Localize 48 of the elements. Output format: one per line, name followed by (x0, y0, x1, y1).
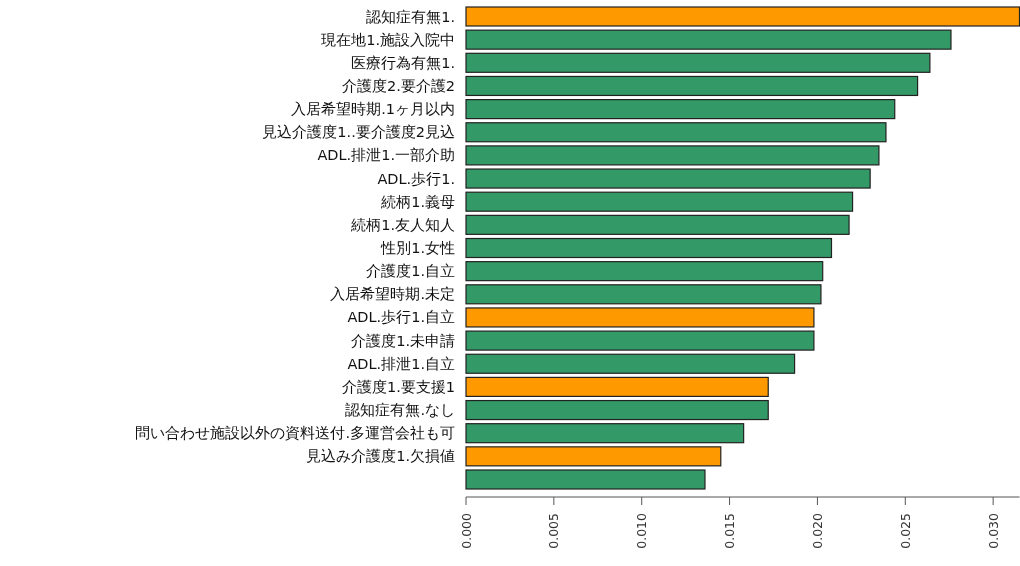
y-tick-label: ADL.排泄1.一部介助 (317, 147, 455, 164)
bar (465, 168, 871, 189)
x-tick-label: 0.025 (897, 513, 913, 549)
x-tick-label: 0.030 (985, 512, 1001, 549)
y-tick-label: 性別1.女性 (380, 240, 455, 256)
y-tick-label: 認知症有無1. (366, 8, 455, 25)
x-tick-label: 0.000 (458, 512, 474, 549)
bar (465, 469, 706, 490)
y-tick-label: ADL.歩行1. (377, 170, 455, 187)
bar (465, 6, 1020, 27)
bar (465, 353, 796, 374)
x-tick-label: 0.010 (634, 512, 650, 549)
bar (465, 423, 745, 444)
bar (465, 261, 824, 282)
bar (465, 330, 815, 351)
bar (465, 376, 769, 397)
bar (465, 122, 887, 143)
y-tick-label: 介護度1.未申請 (351, 332, 455, 349)
y-tick-label: ADL.歩行1.自立 (347, 309, 455, 326)
y-tick-label: 入居希望時期.1ヶ月以内 (291, 101, 455, 118)
bar (465, 307, 815, 328)
y-tick-label: ADL.排泄1.自立 (347, 355, 455, 372)
y-tick-label: 認知症有無.なし (345, 402, 455, 419)
bar (465, 284, 822, 305)
bar (465, 145, 880, 166)
y-tick-label: 医療行為有無1. (351, 54, 455, 71)
x-tick-label: 0.020 (809, 512, 825, 549)
y-tick-label: 入居希望時期.未定 (330, 286, 455, 303)
bar (465, 29, 952, 50)
y-tick-label: 介護度1.要支援1 (341, 378, 455, 395)
bar (465, 214, 850, 235)
bar (465, 399, 769, 421)
y-tick-label: 問い合わせ施設以外の資料送付.多運営会社も可 (135, 425, 455, 442)
bar (465, 191, 854, 212)
y-tick-label: 介護度1.自立 (366, 263, 455, 280)
bar (465, 446, 722, 467)
y-tick-label: 続柄1.友人知人 (350, 216, 455, 233)
y-tick-label: 見込介護度1..要介護度2見込 (262, 124, 455, 141)
bar (465, 237, 833, 259)
y-tick-label: 現在地1.施設入院中 (321, 31, 455, 48)
x-tick-label: 0.015 (722, 513, 738, 549)
y-tick-label: 介護度2.要介護2 (341, 77, 455, 94)
bar (465, 52, 931, 73)
bar (465, 99, 896, 120)
bar (465, 75, 919, 97)
x-tick-label: 0.005 (546, 513, 562, 549)
y-tick-label: 見込み介護度1.欠損値 (306, 448, 455, 465)
y-tick-label: 続柄1.義母 (380, 193, 455, 210)
